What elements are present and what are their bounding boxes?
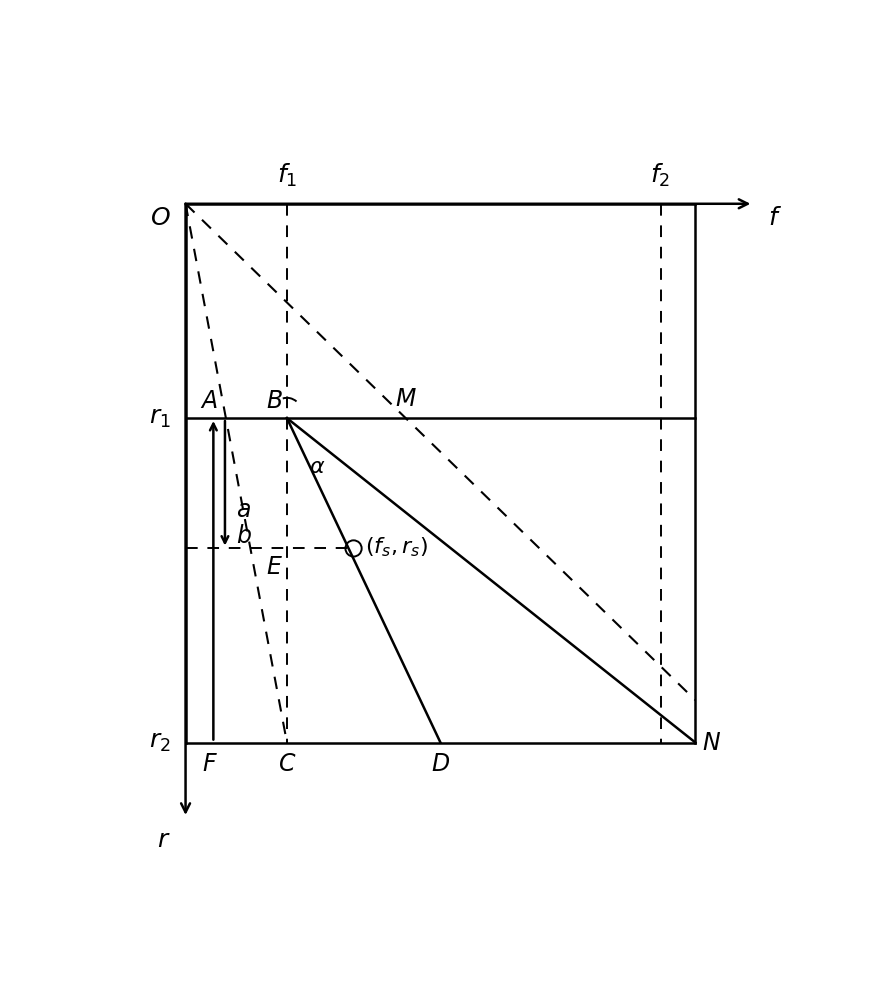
Text: $E$: $E$ (266, 556, 283, 579)
Text: $f$: $f$ (767, 207, 781, 230)
Text: $r_2$: $r_2$ (149, 731, 171, 754)
Text: $O$: $O$ (151, 207, 171, 230)
Text: $B$: $B$ (266, 390, 283, 413)
Text: $\alpha$: $\alpha$ (309, 456, 325, 478)
Text: $b$: $b$ (235, 525, 251, 548)
Text: $r$: $r$ (158, 829, 171, 852)
Text: $M$: $M$ (395, 388, 416, 411)
Text: $f_2$: $f_2$ (651, 162, 670, 189)
Text: $r_1$: $r_1$ (149, 407, 171, 430)
Text: $A$: $A$ (200, 390, 218, 413)
Text: $N$: $N$ (702, 732, 721, 755)
Text: $(f_s,r_s)$: $(f_s,r_s)$ (365, 535, 429, 559)
Text: $F$: $F$ (202, 753, 218, 776)
Text: $D$: $D$ (431, 753, 450, 776)
Text: $f_1$: $f_1$ (277, 162, 297, 189)
Text: $C$: $C$ (278, 753, 296, 776)
Text: $a$: $a$ (236, 499, 251, 522)
